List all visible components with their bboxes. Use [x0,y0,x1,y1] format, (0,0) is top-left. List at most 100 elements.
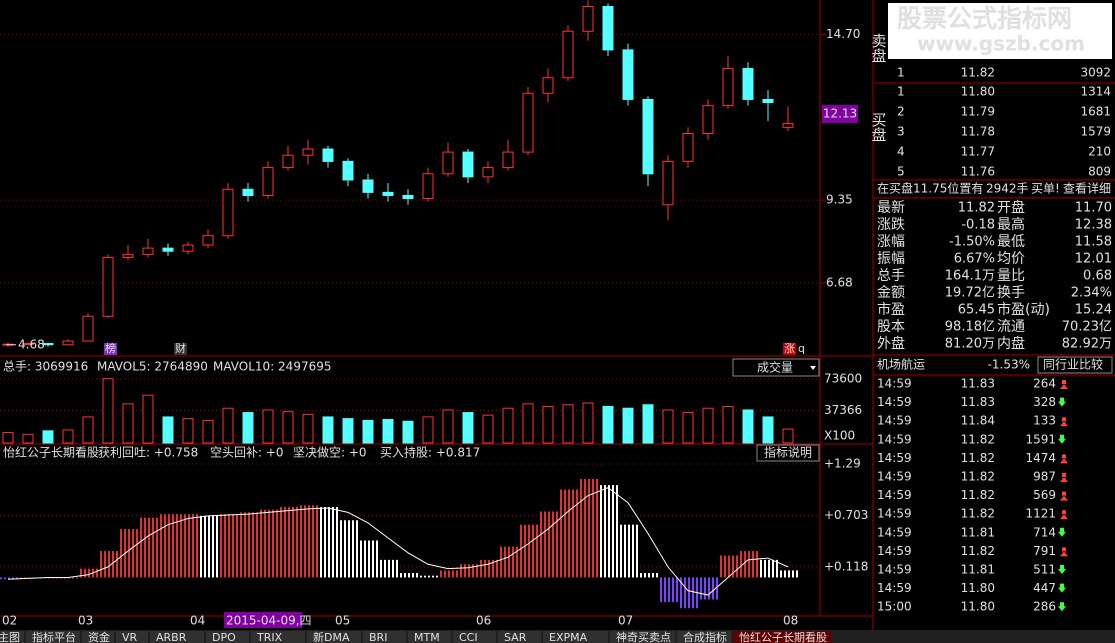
trade-price: 11.82 [961,470,995,484]
volume-bar [502,407,514,444]
tab-label[interactable]: 合成指标 [683,630,727,643]
indicator-item: 空头回补: +0 [210,446,284,460]
indicator-bar [378,559,398,578]
tab-label[interactable]: 指标平台 [32,630,76,643]
trade-volume: 1121 [1025,507,1056,521]
tab-label[interactable]: MTM [414,631,440,643]
tab[interactable] [26,631,80,643]
trade-price: 11.81 [961,563,995,577]
volume-bar [762,416,774,444]
stat-value: 11.70 [1075,201,1112,216]
tab[interactable] [733,631,831,643]
indicator-bar [318,507,338,578]
volume-bar [702,407,714,444]
watermark-url: www.gszb.com [917,32,1085,56]
selector-label[interactable]: 成交量 [757,360,793,375]
stat-label: 股本 [877,319,905,335]
candle-body [622,49,634,100]
last-price-box [822,104,858,123]
tab[interactable] [307,631,361,643]
candle-body [142,247,154,255]
candle-body [82,315,94,342]
trade-time: 14:59 [877,507,912,521]
candle-body [702,105,714,135]
tab[interactable] [610,631,675,643]
trade-arrow [1058,602,1066,612]
tab-label[interactable]: TRIX [256,631,283,643]
tab[interactable] [150,631,204,643]
candle-body [482,167,494,178]
trade-arrow [1058,527,1066,537]
volume-header: 总手: 3069916 [3,360,88,374]
indicator-bar [438,570,458,578]
tab[interactable] [116,631,148,643]
tab-label[interactable]: 资金 [88,630,110,643]
indicator-item: 买入持股: +0.817 [380,445,480,460]
volume-bar [622,407,634,444]
indicator-name: 怡红公子长期看股 [3,445,99,460]
indicator-bar [0,577,18,580]
x-tick-label: 02 [2,614,17,628]
tab[interactable] [498,631,541,643]
trade-price: 11.83 [961,377,995,391]
book-level: 1 [897,66,905,80]
compare-label[interactable]: 同行业比较 [1043,357,1103,372]
y-tick-label: 73600 [824,372,862,386]
trade-price: 11.80 [961,600,995,614]
stat-value: 70.23亿 [1062,320,1112,335]
candle-body [282,154,294,169]
book-volume: 1681 [1080,105,1111,119]
trade-price: 11.82 [961,451,995,465]
stat-value: 11.82 [958,201,995,216]
tab-label[interactable]: DPO [212,631,236,643]
stat-label: 量比 [997,268,1025,284]
tab[interactable] [0,631,24,643]
candle-body [402,194,414,200]
indicator-bar [158,514,178,578]
stat-value: 6.67% [954,252,995,267]
tab-label[interactable]: ARBR [156,631,187,643]
help-button[interactable] [756,444,820,462]
volume-bar [322,416,334,444]
trade-time: 14:59 [877,581,912,595]
stat-label: 最新 [877,200,905,216]
tab-label[interactable]: SAR [504,631,527,643]
volume-header: MAVOL10: 2497695 [213,360,332,374]
trade-arrow [1058,583,1066,593]
tab[interactable] [543,631,608,643]
tab-label[interactable]: VR [122,631,138,643]
tab[interactable] [677,631,731,643]
tab-label[interactable]: 主图 [0,631,20,643]
tab-label[interactable]: 新DMA [313,630,350,643]
tab[interactable] [206,631,249,643]
tab[interactable] [82,631,114,643]
trade-price: 11.82 [961,488,995,502]
tab[interactable] [453,631,496,643]
stat-label: 流通 [997,319,1025,335]
tab-label[interactable]: CCI [459,631,478,643]
candle-body [242,188,254,196]
notice[interactable]: 查看详细 [1063,181,1111,196]
tab[interactable] [363,631,406,643]
candle-body [302,148,314,156]
help-button-label[interactable]: 指标说明 [764,445,812,460]
tab-label[interactable]: 怡红公子长期看股 [739,630,827,643]
tab[interactable] [408,631,451,643]
stat-value: 12.01 [1075,252,1112,267]
tab[interactable] [251,631,305,643]
candle-body [322,148,334,162]
trade-volume: 1474 [1025,451,1056,465]
trade-volume: 447 [1033,581,1056,595]
volume-bar [682,412,694,444]
stat-value: 81.20万 [945,337,995,352]
flag: 涨 [784,342,795,355]
stat-label: 最高 [997,216,1025,233]
compare-button[interactable] [1037,356,1113,374]
tab-label[interactable]: BRI [369,631,387,643]
indicator-bar [718,555,738,578]
selector-box[interactable] [732,358,820,377]
indicator-bar [118,529,138,578]
tab-label[interactable]: 神奇买卖点 [616,630,671,643]
tab-label[interactable]: EXPMA [549,631,588,643]
